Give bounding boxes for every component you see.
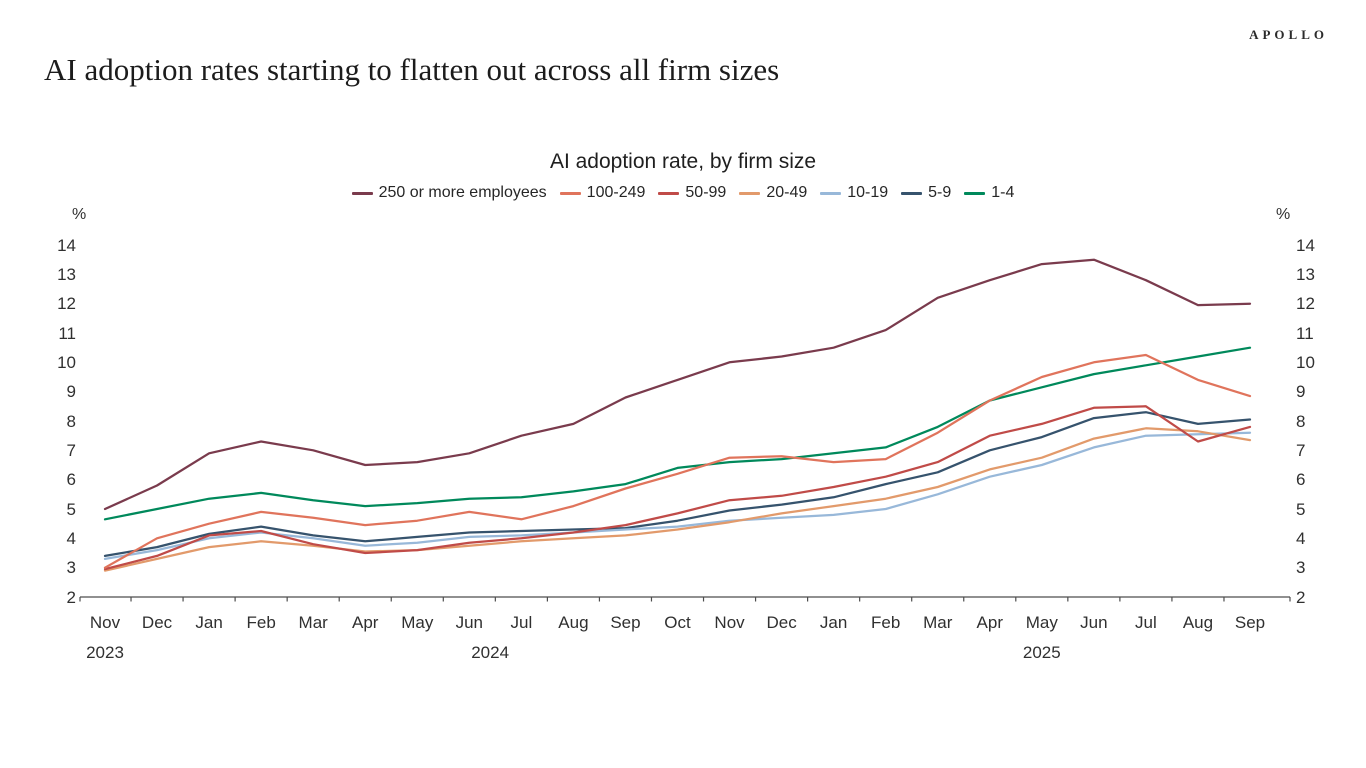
y-tick-label-left: 10 bbox=[57, 352, 76, 372]
legend-item-20-49: 20-49 bbox=[739, 184, 807, 202]
apollo-logo: APOLLO bbox=[1249, 27, 1328, 42]
y-tick-label-left: 9 bbox=[66, 382, 76, 402]
x-tick-label: Mar bbox=[923, 613, 953, 632]
series-line-1-4 bbox=[103, 346, 1252, 521]
y-tick-label-right: 3 bbox=[1296, 558, 1306, 578]
legend-swatch bbox=[964, 191, 986, 195]
y-tick-label-right: 13 bbox=[1296, 264, 1315, 284]
legend-swatch bbox=[351, 191, 373, 195]
y-tick-label-left: 11 bbox=[58, 323, 76, 343]
y-tick-label-right: 4 bbox=[1296, 528, 1306, 548]
y-tick-label-right: 8 bbox=[1296, 411, 1306, 431]
y-tick-label-left: 8 bbox=[66, 411, 76, 431]
y-axis-unit-left: % bbox=[72, 206, 87, 223]
x-tick-label: Jul bbox=[1135, 613, 1157, 632]
page-title: AI adoption rates starting to flatten ou… bbox=[44, 52, 780, 87]
legend-label: 100-249 bbox=[586, 184, 646, 201]
y-tick-label-right: 2 bbox=[1296, 587, 1306, 607]
y-tick-label-right: 12 bbox=[1296, 294, 1315, 314]
x-tick-label: Oct bbox=[664, 613, 691, 632]
x-tick-label: Jan bbox=[195, 613, 223, 632]
y-tick-label-left: 3 bbox=[66, 558, 76, 578]
y-axis-unit-right: % bbox=[1276, 206, 1291, 223]
legend-label: 10-19 bbox=[847, 184, 889, 201]
x-tick-label: Jun bbox=[1080, 613, 1108, 632]
x-tick-label: Sep bbox=[610, 613, 641, 632]
x-tick-label: Jun bbox=[455, 613, 484, 632]
legend-swatch bbox=[658, 191, 680, 195]
y-tick-label-left: 5 bbox=[66, 499, 76, 519]
x-tick-label: Dec bbox=[141, 613, 173, 632]
legend-swatch bbox=[901, 191, 923, 195]
y-tick-label-left: 13 bbox=[57, 264, 76, 284]
legend-swatch bbox=[739, 191, 761, 195]
legend-label: 5-9 bbox=[928, 184, 952, 201]
legend-label: 1-4 bbox=[991, 184, 1015, 201]
chart-title: AI adoption rate, by firm size bbox=[549, 150, 817, 173]
series-line-250-or-more-employees bbox=[103, 258, 1252, 511]
series-line-10-19 bbox=[103, 431, 1252, 561]
y-tick-label-left: 7 bbox=[66, 440, 76, 460]
year-label: 2025 bbox=[1022, 643, 1061, 662]
x-tick-label: Jan bbox=[819, 613, 848, 632]
y-tick-label-left: 14 bbox=[57, 235, 76, 255]
x-tick-label: Aug bbox=[558, 613, 589, 632]
x-tick-label: Mar bbox=[298, 613, 328, 632]
legend-item-10-19: 10-19 bbox=[820, 184, 888, 202]
y-tick-label-right: 11 bbox=[1296, 323, 1314, 343]
x-tick-label: Feb bbox=[871, 613, 901, 632]
y-tick-label-left: 6 bbox=[66, 470, 76, 490]
legend-item-250-or-more-employees: 250 or more employees bbox=[351, 184, 547, 202]
x-tick-label: Sep bbox=[1234, 613, 1266, 632]
x-tick-label: Apr bbox=[976, 613, 1003, 632]
chart-legend: 250 or more employees 100-249 50-99 20-49 10… bbox=[0, 184, 1366, 202]
x-tick-label: May bbox=[401, 613, 434, 632]
y-tick-label-right: 10 bbox=[1296, 352, 1315, 372]
y-tick-label-right: 14 bbox=[1296, 235, 1315, 255]
legend-label: 250 or more employees bbox=[378, 184, 547, 201]
x-tick-label: Aug bbox=[1182, 613, 1214, 632]
y-tick-label-right: 9 bbox=[1296, 382, 1306, 402]
y-tick-label-left: 2 bbox=[66, 587, 76, 607]
legend-item-1-4: 1-4 bbox=[964, 184, 1014, 202]
series-line-5-9 bbox=[103, 411, 1252, 558]
legend-swatch bbox=[820, 191, 842, 195]
legend-item-50-99: 50-99 bbox=[658, 184, 726, 202]
series-line-100-249 bbox=[103, 353, 1252, 569]
x-tick-label: Dec bbox=[766, 613, 797, 632]
x-tick-label: Feb bbox=[246, 613, 276, 632]
y-tick-label-right: 7 bbox=[1296, 440, 1306, 460]
year-label: 2024 bbox=[471, 643, 510, 662]
x-tick-label: Jul bbox=[510, 613, 533, 632]
y-tick-label-left: 12 bbox=[57, 294, 76, 314]
legend-label: 50-99 bbox=[685, 184, 727, 201]
x-tick-label: Nov bbox=[714, 613, 745, 632]
x-tick-label: May bbox=[1025, 613, 1058, 632]
series-line-20-49 bbox=[103, 427, 1252, 572]
year-label: 2023 bbox=[86, 643, 124, 662]
x-tick-label: Apr bbox=[351, 613, 379, 632]
legend-item-5-9: 5-9 bbox=[901, 184, 951, 202]
legend-item-100-249: 100-249 bbox=[559, 184, 646, 202]
legend-swatch bbox=[559, 191, 581, 195]
y-tick-label-right: 5 bbox=[1296, 499, 1306, 519]
y-tick-label-left: 4 bbox=[66, 528, 76, 548]
x-tick-label: Nov bbox=[89, 613, 121, 632]
series-line-50-99 bbox=[103, 405, 1252, 571]
legend-label: 20-49 bbox=[766, 184, 808, 201]
y-tick-label-right: 6 bbox=[1296, 470, 1306, 490]
